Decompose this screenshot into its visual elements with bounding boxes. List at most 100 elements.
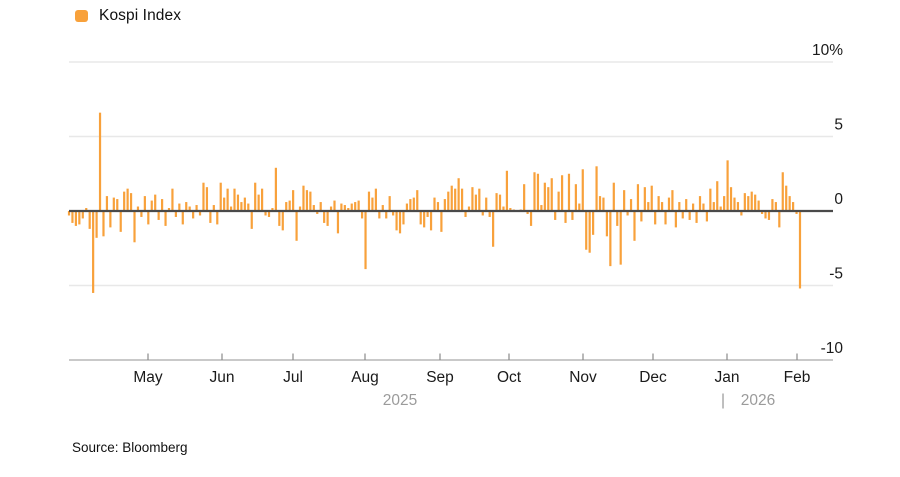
bar [450,185,453,211]
bar [757,200,760,211]
bar [340,203,343,211]
bar [436,202,440,211]
bar [88,211,91,229]
bar [116,199,119,211]
bar [543,182,546,211]
bar [688,211,691,220]
bar [533,172,536,211]
bar [323,211,326,223]
bar [426,211,429,217]
bar [123,191,126,211]
bar [467,206,471,211]
bar [236,194,240,211]
bar [164,211,167,226]
bar [502,206,505,211]
legend: Kospi Index [75,7,181,25]
bar [254,182,257,211]
bar [636,184,640,211]
bar [685,199,688,211]
bar [167,208,171,211]
bar [364,211,367,270]
month-label: Aug [351,369,379,386]
bar [405,203,409,211]
bar [250,211,253,229]
bar [626,211,629,216]
bar [798,211,802,289]
bar [760,211,764,214]
bar [443,199,446,211]
bar [578,203,581,211]
bar [147,211,150,225]
bar [74,211,77,226]
bar [736,202,740,211]
bar [464,211,467,217]
bar [540,205,543,211]
bar [564,211,567,223]
bar [260,188,264,211]
bar [274,167,277,211]
month-label: Dec [639,369,667,386]
bar [85,208,88,211]
bar [592,211,595,235]
bar [416,190,419,211]
bar [185,202,188,211]
bar [554,211,557,220]
bar [192,211,195,219]
bar [474,194,477,211]
year-label: 2026 [741,392,775,409]
bar [747,196,750,211]
bar [571,211,574,220]
bar [471,187,474,211]
bar [536,173,540,211]
bar [157,211,160,220]
bar [743,193,746,211]
bar [326,211,329,226]
bar [178,203,181,211]
bar [509,208,512,211]
bar [409,199,412,211]
bar [678,202,681,211]
bar [526,211,529,214]
bar [292,190,295,211]
bar [674,211,677,228]
y-axis-label: -5 [829,266,843,283]
bar [647,202,650,211]
bar [623,190,626,211]
bar [667,197,671,211]
year-divider: | [721,392,725,409]
bar [233,188,236,211]
bar [478,188,481,211]
bar [198,211,202,216]
bar [664,211,667,225]
bar [95,211,98,238]
bar [343,205,346,211]
bar [781,172,784,211]
bar [257,194,260,211]
bar [419,211,422,225]
bar [226,188,229,211]
bar [702,203,705,211]
bar [126,188,129,211]
bar [557,191,560,211]
bar [160,199,164,211]
bar [402,211,405,225]
y-axis-label: 0 [834,191,843,208]
bar [388,196,391,211]
bar [588,211,591,253]
bar [205,187,209,211]
month-label: Jul [283,369,303,386]
bar [764,211,767,219]
bar [447,191,450,211]
bar [681,211,684,219]
bar [305,190,309,211]
bar [354,202,357,211]
bar [240,202,243,211]
bar [792,202,795,211]
month-label: Jun [210,369,235,386]
bar [154,194,157,211]
bar [454,188,457,211]
bar [150,200,153,211]
bar [581,169,584,211]
bar [754,194,757,211]
